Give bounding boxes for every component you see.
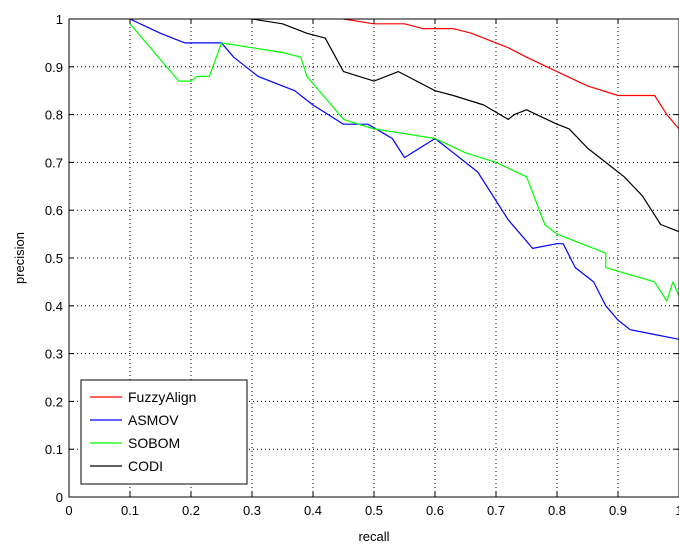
legend-label-sobom: SOBOM	[128, 435, 180, 451]
x-tick-label: 0	[65, 503, 72, 518]
y-tick-label: 0.2	[45, 394, 63, 409]
x-axis-label: recall	[358, 529, 389, 544]
y-tick-label: 0.7	[45, 155, 63, 170]
x-tick-label: 0.5	[365, 503, 383, 518]
y-tick-label: 0.1	[45, 442, 63, 457]
x-tick-label: 1	[675, 503, 679, 518]
legend-label-fuzzyalign: FuzzyAlign	[128, 389, 196, 405]
x-tick-label: 0.1	[121, 503, 139, 518]
y-tick-labels: 0 0.1 0.2 0.3 0.4 0.5 0.6 0.7 0.8 0.9 1	[45, 12, 63, 505]
y-tick-label: 0	[56, 490, 63, 505]
x-tick-label: 0.4	[304, 503, 322, 518]
y-axis-label: precision	[12, 232, 27, 284]
x-tick-label: 0.3	[243, 503, 261, 518]
x-tick-label: 0.7	[487, 503, 505, 518]
y-tick-label: 0.4	[45, 299, 63, 314]
x-tick-label: 0.2	[182, 503, 200, 518]
y-tick-label: 0.9	[45, 60, 63, 75]
legend: FuzzyAlign ASMOV SOBOM CODI	[81, 380, 247, 484]
x-tick-label: 0.6	[426, 503, 444, 518]
legend-label-asmov: ASMOV	[128, 412, 179, 428]
x-tick-label: 0.8	[548, 503, 566, 518]
x-tick-labels: 0 0.1 0.2 0.3 0.4 0.5 0.6 0.7 0.8 0.9 1	[65, 503, 679, 518]
x-tick-label: 0.9	[609, 503, 627, 518]
y-tick-label: 1	[56, 12, 63, 27]
y-tick-label: 0.8	[45, 108, 63, 123]
y-tick-label: 0.3	[45, 347, 63, 362]
y-tick-label: 0.6	[45, 203, 63, 218]
y-tick-label: 0.5	[45, 251, 63, 266]
legend-label-codi: CODI	[128, 458, 163, 474]
